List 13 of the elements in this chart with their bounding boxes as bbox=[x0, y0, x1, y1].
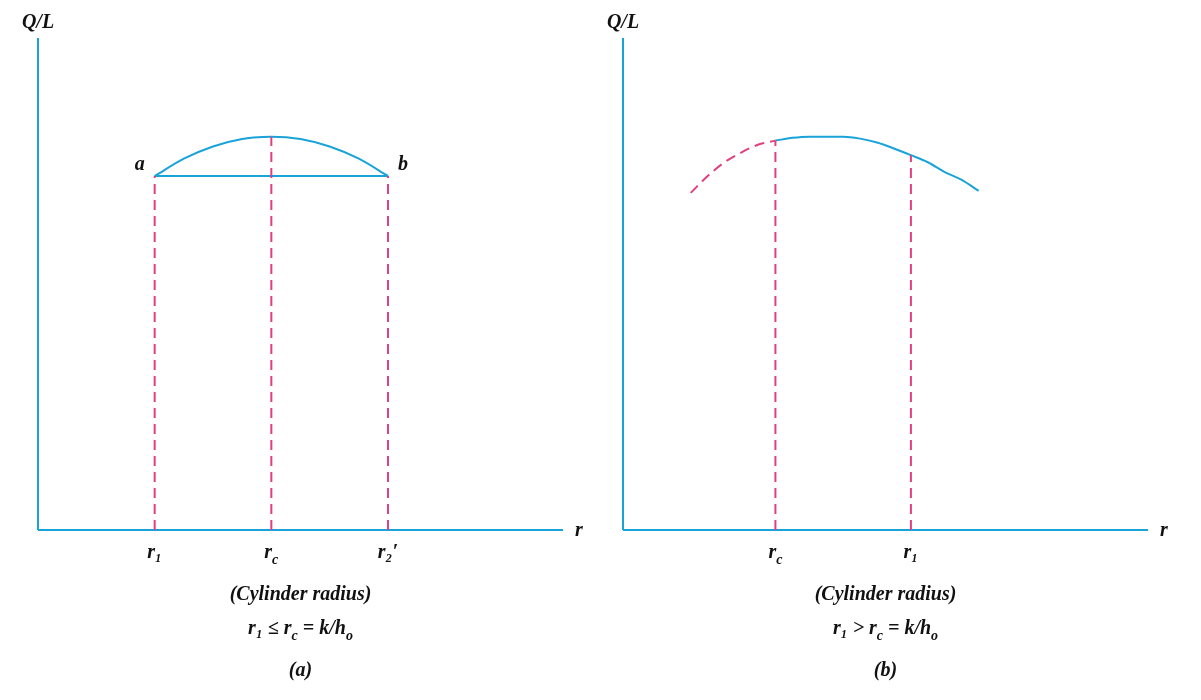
x-axis-title: r bbox=[1160, 518, 1168, 540]
text: (b) bbox=[873, 658, 898, 681]
annotation: b bbox=[398, 152, 408, 174]
x-tick-label: r₂′ bbox=[377, 540, 399, 562]
annotation: a bbox=[134, 152, 145, 174]
x-axis-title: r bbox=[575, 518, 583, 540]
x-tick-label: r₁ bbox=[147, 540, 163, 562]
x-tick-label: r₁ bbox=[903, 540, 919, 562]
y-axis-title: Q/L bbox=[21, 10, 55, 32]
text: (Cylinder radius) bbox=[814, 582, 957, 605]
text: (Cylinder radius) bbox=[229, 582, 372, 605]
y-axis-title: Q/L bbox=[606, 10, 640, 32]
text: (a) bbox=[288, 658, 313, 681]
